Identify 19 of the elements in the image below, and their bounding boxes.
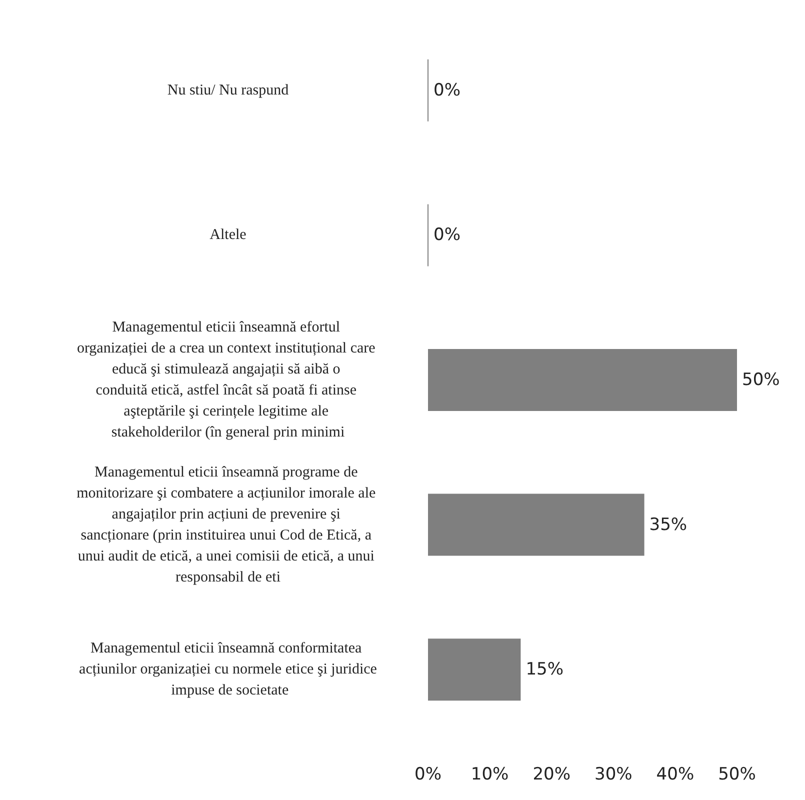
data-label: 15% [526, 660, 564, 680]
y-tick-label: Managementul eticii înseamnă conformitatea acțiunilor organizației cu normele etice şi juridice impuse de societate [79, 640, 378, 699]
x-tick-label: 30% [594, 764, 632, 784]
bar [428, 638, 521, 701]
data-label: 50% [742, 370, 780, 390]
bar [428, 349, 737, 411]
y-tick-label: Altele [210, 227, 247, 244]
bar [428, 494, 644, 556]
x-tick-label: 50% [718, 764, 756, 784]
x-tick-label: 10% [470, 764, 509, 784]
y-tick-label: Nu stiu/ Nu raspund [167, 82, 290, 98]
y-tick-label: Managementul eticii înseamnă efortul organizației de a crea un context instituțional care educă şi stimulează angajații să aibă o conduită etică, astfel încât să poată fi atinse aşteptările şi cerințele legitime ale stakeholderilor (în general prin minimi [76, 320, 380, 440]
x-tick-label: 0% [414, 764, 442, 784]
data-label: 35% [649, 514, 688, 535]
data-label: 0% [434, 80, 460, 100]
x-tick-label: 20% [532, 764, 570, 784]
data-label: 0% [434, 225, 460, 246]
y-tick-label: Managementul eticii înseamnă programe de monitorizare şi combatere a acțiunilor imorale ale angajaților prin acțiuni de prevenire şi sancționare (prin instituirea unui Cod de Etică, a unui audit de etică, a unei comisii de etică, a unui responsabil de eti [76, 464, 380, 586]
x-tick-label: 40% [656, 764, 694, 784]
